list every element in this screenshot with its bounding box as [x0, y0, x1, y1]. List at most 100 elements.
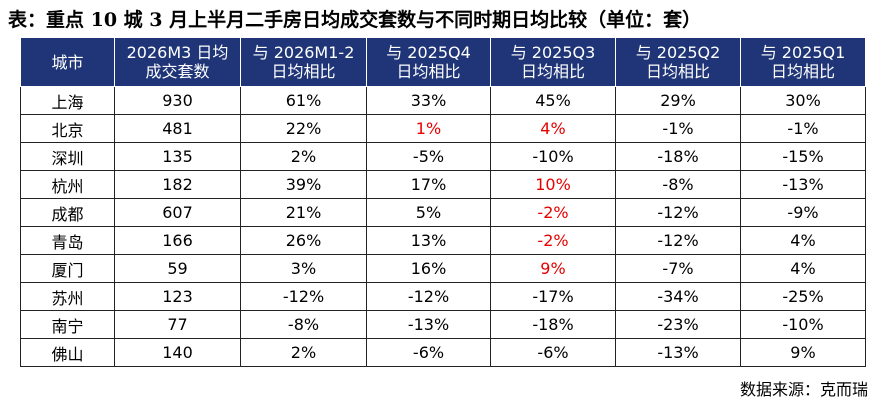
value-cell: 930: [114, 86, 241, 115]
header-row: 城市 2026M3 日均 成交套数与 2026M1-2 日均相比与 2025Q4 日均相…: [20, 37, 866, 87]
value-cell: -6%: [490, 338, 616, 367]
value-cell: 26%: [240, 226, 367, 255]
city-cell: 青岛: [20, 226, 115, 255]
column-header-5: 与 2025Q2 日均相比: [615, 37, 741, 87]
value-cell: -7%: [615, 254, 741, 283]
table-body: 上海 930 61% 33% 45% 29% 30% 北京 481 22% 1% 4% -1% -1% 深圳…: [20, 86, 866, 367]
table-row: 杭州 182 39% 17% 10% -8% -13%: [20, 170, 866, 199]
value-cell: -8%: [615, 170, 741, 199]
column-header-3: 与 2025Q4 日均相比: [366, 37, 491, 87]
column-header-line2: 日均相比: [770, 62, 835, 81]
value-cell: -15%: [740, 142, 866, 171]
value-cell: 17%: [366, 170, 491, 199]
value-cell: -13%: [740, 170, 866, 199]
column-header-line2: 日均相比: [645, 62, 710, 81]
value-cell: 4%: [490, 114, 616, 143]
value-cell: 30%: [740, 86, 866, 115]
column-header-line1: 与 2025Q4: [386, 43, 471, 62]
table-row: 深圳 135 2% -5% -10% -18% -15%: [20, 142, 866, 171]
value-cell: -13%: [615, 338, 741, 367]
column-header-1: 2026M3 日均 成交套数: [114, 37, 241, 87]
value-cell: -1%: [740, 114, 866, 143]
table-row: 北京 481 22% 1% 4% -1% -1%: [20, 114, 866, 143]
value-cell: -5%: [366, 142, 491, 171]
value-cell: -1%: [615, 114, 741, 143]
value-cell: -12%: [615, 198, 741, 227]
value-cell: 59: [114, 254, 241, 283]
value-cell: -25%: [740, 282, 866, 311]
value-cell: -18%: [615, 142, 741, 171]
city-cell: 苏州: [20, 282, 115, 311]
value-cell: 9%: [740, 338, 866, 367]
column-header-line1: 与 2025Q2: [635, 43, 721, 62]
value-cell: -9%: [740, 198, 866, 227]
value-cell: -18%: [490, 310, 616, 339]
column-header-4: 与 2025Q3 日均相比: [490, 37, 616, 87]
value-cell: 13%: [366, 226, 491, 255]
data-table: 城市 2026M3 日均 成交套数与 2026M1-2 日均相比与 2025Q4 日均相…: [20, 37, 866, 367]
column-header-line1: 与 2025Q3: [510, 43, 596, 62]
column-header-6: 与 2025Q1 日均相比: [740, 37, 866, 87]
value-cell: -34%: [615, 282, 741, 311]
table-row: 上海 930 61% 33% 45% 29% 30%: [20, 86, 866, 115]
source-note: 数据来源：克而瑞: [739, 380, 868, 399]
value-cell: 9%: [490, 254, 616, 283]
value-cell: -12%: [615, 226, 741, 255]
value-cell: 29%: [615, 86, 741, 115]
value-cell: 1%: [366, 114, 491, 143]
city-cell: 上海: [20, 86, 115, 115]
value-cell: 4%: [740, 226, 866, 255]
column-header-line1: 与 2025Q1: [760, 43, 846, 62]
value-cell: 135: [114, 142, 241, 171]
value-cell: 481: [114, 114, 241, 143]
value-cell: 77: [114, 310, 241, 339]
table-title: 表：重点 10 城 3 月上半月二手房日均成交套数与不同时期日均比较（单位：套）: [8, 9, 702, 31]
value-cell: 3%: [240, 254, 367, 283]
table-row: 厦门 59 3% 16% 9% -7% 4%: [20, 254, 866, 283]
column-header-line1: 城市: [51, 52, 84, 72]
value-cell: 2%: [240, 142, 367, 171]
city-cell: 佛山: [20, 338, 115, 367]
city-cell: 杭州: [20, 170, 115, 199]
value-cell: -8%: [240, 310, 367, 339]
value-cell: 140: [114, 338, 241, 367]
value-cell: 10%: [490, 170, 616, 199]
column-header-0: 城市: [20, 37, 115, 87]
value-cell: -2%: [490, 226, 616, 255]
value-cell: 16%: [366, 254, 491, 283]
table-row: 青岛 166 26% 13% -2% -12% 4%: [20, 226, 866, 255]
value-cell: -2%: [490, 198, 616, 227]
city-cell: 北京: [20, 114, 115, 143]
value-cell: 4%: [740, 254, 866, 283]
value-cell: 45%: [490, 86, 616, 115]
column-header-line1: 2026M3 日均: [126, 43, 229, 62]
table-row: 佛山 140 2% -6% -6% -13% 9%: [20, 338, 866, 367]
value-cell: -17%: [490, 282, 616, 311]
value-cell: -12%: [240, 282, 367, 311]
value-cell: -10%: [490, 142, 616, 171]
table-row: 南宁 77 -8% -13% -18% -23% -10%: [20, 310, 866, 339]
column-header-line1: 与 2026M1-2: [252, 43, 355, 62]
value-cell: -10%: [740, 310, 866, 339]
table-row: 成都 607 21% 5% -2% -12% -9%: [20, 198, 866, 227]
value-cell: -6%: [366, 338, 491, 367]
city-cell: 成都: [20, 198, 115, 227]
value-cell: 61%: [240, 86, 367, 115]
column-header-2: 与 2026M1-2 日均相比: [240, 37, 367, 87]
value-cell: 22%: [240, 114, 367, 143]
column-header-line2: 日均相比: [271, 62, 336, 81]
value-cell: 123: [114, 282, 241, 311]
table-row: 苏州 123 -12% -12% -17% -34% -25%: [20, 282, 866, 311]
value-cell: 39%: [240, 170, 367, 199]
value-cell: 5%: [366, 198, 491, 227]
column-header-line2: 日均相比: [520, 62, 585, 81]
value-cell: 2%: [240, 338, 367, 367]
city-cell: 南宁: [20, 310, 115, 339]
column-header-line2: 日均相比: [396, 62, 461, 81]
value-cell: -12%: [366, 282, 491, 311]
city-cell: 厦门: [20, 254, 115, 283]
value-cell: 33%: [366, 86, 491, 115]
column-header-line2: 成交套数: [145, 62, 210, 81]
value-cell: 182: [114, 170, 241, 199]
value-cell: 607: [114, 198, 241, 227]
